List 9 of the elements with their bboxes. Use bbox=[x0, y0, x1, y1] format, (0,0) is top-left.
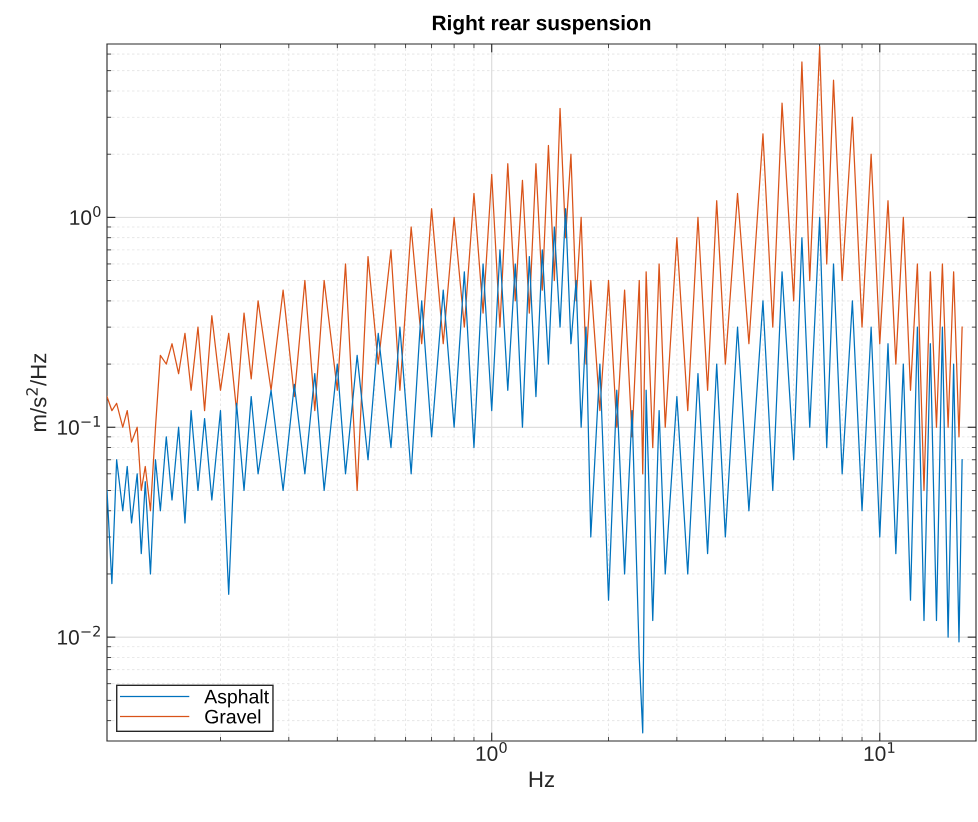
y-tick-label: 10$^{−1}$ bbox=[58, 416, 100, 435]
chart-title: Right rear suspension bbox=[432, 15, 650, 35]
y-tick-label: 10$^{0}$ bbox=[70, 206, 100, 225]
legend-label: Asphalt bbox=[204, 689, 269, 708]
y-tick-label: 10$^{−2}$ bbox=[58, 626, 100, 645]
y-axis-title: m/s$^{2}$/Hz bbox=[26, 354, 46, 432]
x-axis-title: Hz bbox=[530, 772, 554, 787]
legend-label: Gravel bbox=[205, 709, 260, 724]
x-tick-label: 10$^{1}$ bbox=[864, 742, 894, 762]
